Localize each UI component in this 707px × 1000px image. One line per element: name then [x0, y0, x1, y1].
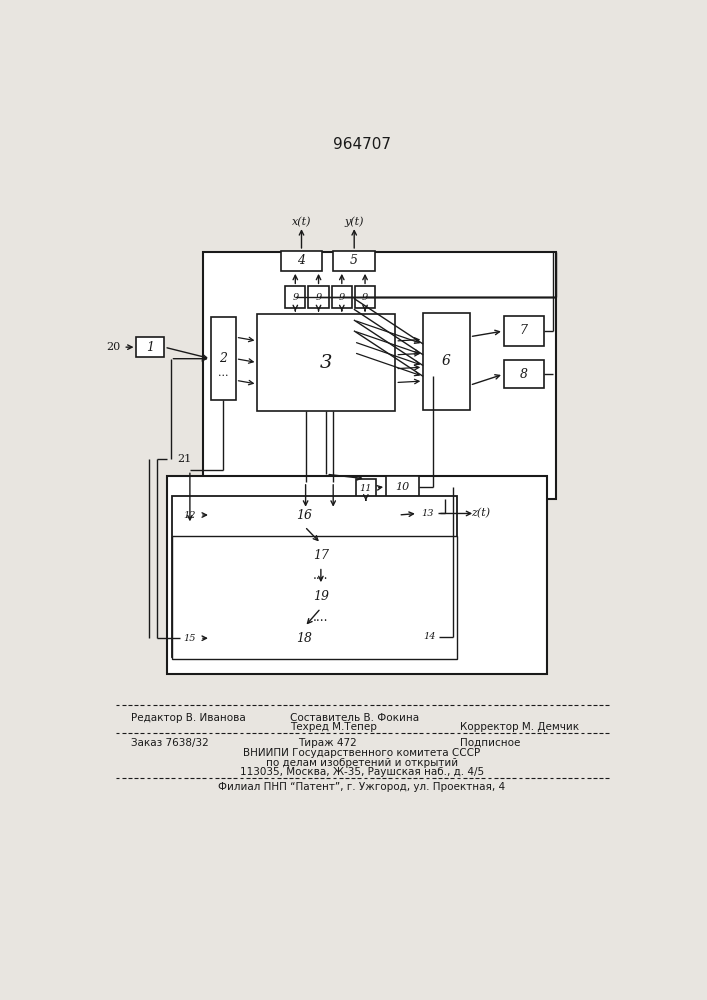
- Text: 3: 3: [320, 354, 332, 372]
- Bar: [386, 476, 419, 497]
- Text: Корректор М. Демчик: Корректор М. Демчик: [460, 722, 580, 732]
- Text: 15: 15: [184, 634, 196, 643]
- Text: 9: 9: [362, 293, 368, 302]
- Text: 8: 8: [520, 368, 528, 381]
- Text: x(t): x(t): [292, 216, 311, 227]
- Text: 21: 21: [177, 454, 192, 464]
- Text: 16: 16: [297, 509, 312, 522]
- Text: по делам изобретений и открытий: по делам изобретений и открытий: [266, 758, 458, 768]
- Text: 14: 14: [423, 632, 436, 641]
- Bar: [285, 286, 305, 308]
- Text: 11: 11: [360, 484, 372, 493]
- Text: 1: 1: [146, 341, 154, 354]
- Text: z(t): z(t): [471, 508, 490, 519]
- Bar: [257, 314, 395, 411]
- Text: ...: ...: [218, 368, 228, 378]
- Text: Подписное: Подписное: [460, 738, 521, 748]
- Bar: [168, 476, 547, 674]
- Text: Филиал ПНП “Патент”, г. Ужгород, ул. Проектная, 4: Филиал ПНП “Патент”, г. Ужгород, ул. Про…: [218, 782, 506, 792]
- Bar: [211, 627, 398, 650]
- Bar: [172, 496, 457, 657]
- Bar: [172, 536, 457, 659]
- Text: 5: 5: [350, 254, 358, 267]
- Bar: [308, 286, 329, 308]
- Text: ВНИИПИ Государственного комитета СССР: ВНИИПИ Государственного комитета СССР: [243, 748, 481, 758]
- Text: 10: 10: [395, 482, 409, 492]
- Text: Тираж 472: Тираж 472: [298, 738, 356, 748]
- Text: 2: 2: [219, 352, 227, 365]
- Text: y(t): y(t): [344, 216, 364, 227]
- Text: 7: 7: [520, 324, 528, 337]
- Bar: [180, 506, 200, 524]
- Bar: [419, 627, 440, 647]
- Text: Редактор В. Иванова: Редактор В. Иванова: [131, 713, 246, 723]
- Bar: [504, 316, 544, 346]
- Bar: [423, 312, 469, 410]
- Bar: [504, 360, 544, 388]
- Text: 9: 9: [315, 293, 322, 302]
- Bar: [281, 251, 322, 271]
- Bar: [259, 544, 383, 567]
- Bar: [418, 503, 438, 524]
- Bar: [136, 337, 164, 357]
- Text: 113035, Москва, Ж-35, Раушская наб., д. 4/5: 113035, Москва, Ж-35, Раушская наб., д. …: [240, 767, 484, 777]
- Bar: [180, 628, 200, 648]
- Text: Техред М.Тепер: Техред М.Тепер: [290, 722, 377, 732]
- Text: ....: ....: [313, 611, 329, 624]
- Bar: [332, 286, 352, 308]
- Text: Заказ 7638/32: Заказ 7638/32: [131, 738, 209, 748]
- Bar: [333, 251, 375, 271]
- Text: 9: 9: [339, 293, 345, 302]
- Bar: [211, 503, 398, 527]
- Bar: [259, 585, 383, 608]
- Text: 12: 12: [184, 511, 196, 520]
- Text: 17: 17: [313, 549, 329, 562]
- Text: 4: 4: [298, 254, 305, 267]
- Bar: [211, 317, 235, 400]
- Text: 13: 13: [421, 509, 434, 518]
- Text: Составитель В. Фокина: Составитель В. Фокина: [290, 713, 419, 723]
- Bar: [203, 252, 556, 499]
- Text: 18: 18: [297, 632, 312, 645]
- Text: 9: 9: [292, 293, 298, 302]
- Bar: [355, 286, 375, 308]
- Bar: [356, 479, 376, 497]
- Text: ....: ....: [313, 569, 329, 582]
- Text: 19: 19: [313, 590, 329, 603]
- Text: 20: 20: [107, 342, 121, 352]
- Text: 964707: 964707: [333, 137, 391, 152]
- Text: 6: 6: [442, 354, 451, 368]
